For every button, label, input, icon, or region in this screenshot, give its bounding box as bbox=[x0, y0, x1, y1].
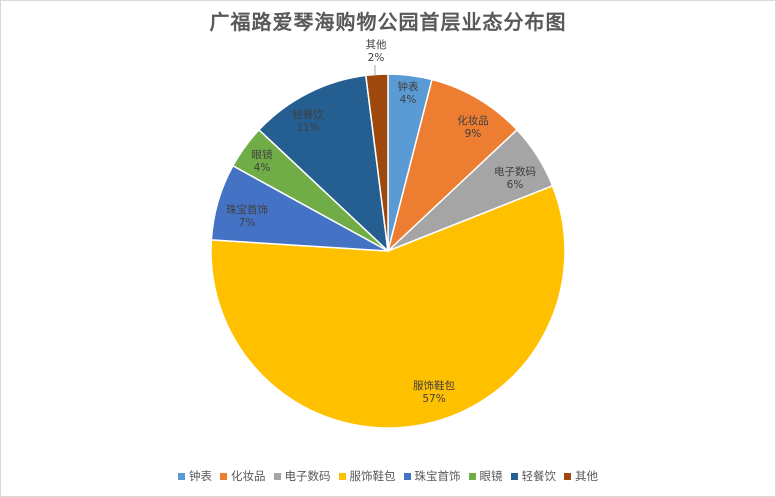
chart-title: 广福路爱琴海购物公园首层业态分布图 bbox=[209, 10, 567, 34]
legend-item: 服饰鞋包 bbox=[338, 468, 396, 484]
pie-slices bbox=[210, 73, 566, 429]
legend-label: 其他 bbox=[575, 469, 598, 483]
pie-slice-6 bbox=[257, 74, 390, 253]
slice-category-label: 轻餐饮 bbox=[292, 108, 324, 121]
legend-swatch bbox=[273, 472, 281, 480]
legend-swatch bbox=[220, 472, 227, 480]
pie-slice-7 bbox=[364, 73, 389, 252]
legend-swatch bbox=[510, 472, 518, 480]
pie-slice-3 bbox=[210, 184, 566, 429]
legend-label: 珠宝首饰 bbox=[414, 469, 461, 483]
legend-label: 化妆品 bbox=[231, 469, 266, 483]
legend-label: 轻餐饮 bbox=[521, 469, 557, 483]
slice-percent-label: 2% bbox=[368, 52, 385, 64]
slice-category-label: 服饰鞋包 bbox=[413, 379, 455, 392]
slice-percent-label: 11% bbox=[296, 122, 319, 134]
legend-label: 电子数码 bbox=[284, 469, 331, 483]
slice-percent-label: 57% bbox=[422, 393, 445, 405]
legend-swatch bbox=[338, 472, 346, 480]
slice-percent-label: 7% bbox=[239, 217, 256, 229]
legend-item: 钟表 bbox=[178, 468, 212, 484]
legend-swatch bbox=[468, 472, 476, 480]
legend-item: 眼镜 bbox=[468, 468, 503, 484]
slice-category-label: 珠宝首饰 bbox=[226, 203, 268, 216]
slice-category-label: 其他 bbox=[366, 38, 387, 51]
legend-label: 服饰鞋包 bbox=[349, 469, 396, 483]
legend-item: 化妆品 bbox=[220, 468, 266, 484]
slice-percent-label: 6% bbox=[507, 179, 524, 191]
slice-category-label: 钟表 bbox=[398, 80, 419, 93]
slice-percent-label: 4% bbox=[254, 162, 271, 174]
pie-labels: 钟表4%化妆品9%电子数码6%服饰鞋包57%珠宝首饰7%眼镜4%轻餐饮11%其他… bbox=[226, 38, 536, 405]
legend-swatch bbox=[403, 472, 411, 480]
legend-item: 珠宝首饰 bbox=[403, 468, 461, 484]
legend-swatch bbox=[564, 472, 571, 480]
legend-item: 其他 bbox=[564, 468, 598, 484]
slice-category-label: 眼镜 bbox=[252, 148, 273, 161]
legend-item: 轻餐饮 bbox=[510, 468, 557, 484]
pie-slice-1 bbox=[386, 78, 519, 254]
legend-swatch bbox=[178, 472, 185, 480]
slice-category-label: 电子数码 bbox=[494, 165, 536, 178]
chart-legend: 钟表 化妆品 电子数码 服饰鞋包 珠宝首饰 眼镜 轻餐饮 其他 bbox=[0, 468, 776, 484]
legend-item: 电子数码 bbox=[273, 468, 331, 484]
slice-percent-label: 9% bbox=[465, 128, 482, 140]
legend-label: 钟表 bbox=[189, 469, 212, 483]
legend-label: 眼镜 bbox=[479, 469, 503, 483]
slice-category-label: 化妆品 bbox=[457, 114, 489, 127]
slice-percent-label: 4% bbox=[400, 94, 417, 106]
